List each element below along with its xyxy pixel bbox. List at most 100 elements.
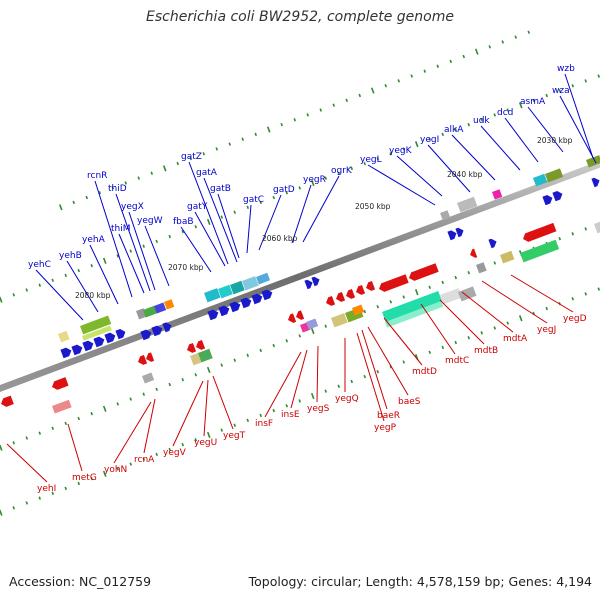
- forward-gene-arrow: [207, 309, 219, 321]
- scale-tick: [545, 93, 549, 98]
- scale-tick: [280, 122, 284, 127]
- scale-tick: [345, 98, 349, 103]
- leader-line: [361, 329, 388, 410]
- scale-tick: [228, 142, 232, 146]
- gene-label-reverse: yegQ: [335, 394, 359, 404]
- feature-block: [58, 330, 70, 343]
- forward-gene-arrow: [60, 347, 72, 359]
- scale-tick: [285, 404, 289, 408]
- scale-tick: [129, 397, 133, 401]
- scale-tick: [124, 181, 128, 185]
- gene-label-reverse: yegS: [307, 404, 330, 414]
- gene-labels: 2030 kbp 2040 kbp 2050 kbp 2060 kbp 2070 kbp…: [28, 64, 587, 494]
- leader-line: [246, 204, 252, 254]
- scale-tick: [90, 477, 94, 481]
- scale-tick: [324, 389, 328, 393]
- gene-label-forward: wza: [552, 86, 570, 96]
- leader-line: [128, 211, 156, 291]
- scale-tick: [102, 470, 107, 477]
- scale-tick: [310, 327, 315, 335]
- gene-label-reverse: yegT: [223, 431, 246, 441]
- accession-text: Accession: NC_012759: [9, 574, 152, 589]
- scale-tick: [414, 289, 419, 296]
- gene-label-reverse: insE: [281, 410, 300, 420]
- scale-tick: [259, 413, 263, 418]
- leader-line: [212, 375, 234, 430]
- leader-line: [89, 244, 119, 305]
- scale-tick: [129, 249, 133, 253]
- forward-gene-arrow: [104, 332, 116, 344]
- scale-tick: [102, 405, 107, 412]
- leader-line: [420, 303, 456, 355]
- scale-tick: [51, 426, 55, 430]
- reverse-gene-arrow: [138, 354, 148, 365]
- scale-tick: [441, 345, 445, 350]
- scale-tick: [162, 165, 167, 172]
- scale-tick: [25, 436, 29, 440]
- scale-tick: [102, 257, 107, 264]
- scale-tick: [98, 191, 102, 195]
- forward-gene-arrow: [71, 344, 83, 356]
- scale-tick: [150, 171, 154, 175]
- scale-tick: [488, 45, 492, 49]
- leader-line: [67, 423, 83, 472]
- scale-tick: [215, 147, 219, 151]
- scale-tick: [518, 102, 523, 109]
- scale-tick: [38, 431, 42, 435]
- scale-tick: [194, 225, 198, 229]
- scale-tick: [358, 93, 362, 98]
- scale-tick: [337, 171, 341, 175]
- scale-tick: [202, 152, 206, 156]
- scale-tick: [402, 147, 406, 151]
- scale-tick: [384, 84, 388, 88]
- scale-tick: [25, 288, 29, 292]
- reverse-gene-arrow: [52, 377, 69, 390]
- feature-block: [197, 348, 213, 363]
- scale-tick: [506, 108, 510, 112]
- scale-tick: [428, 285, 432, 289]
- leader-line: [144, 225, 170, 287]
- scale-tick: [597, 287, 600, 291]
- scale-label: 2030 kbp: [537, 136, 573, 145]
- scale-tick: [545, 306, 549, 311]
- feature-block: [545, 168, 564, 183]
- scale-tick: [571, 84, 575, 88]
- scale-tick: [241, 137, 245, 141]
- scale-tick: [376, 157, 380, 161]
- scale-tick: [298, 399, 302, 403]
- reverse-gene-arrow: [196, 339, 206, 350]
- scale-tick: [181, 377, 185, 382]
- scale-tick: [12, 293, 16, 297]
- reverse-gene-arrow: [346, 288, 356, 299]
- leader-line: [316, 345, 319, 403]
- feature-block: [141, 372, 155, 384]
- leader-line: [188, 161, 229, 265]
- scale-tick: [527, 30, 531, 34]
- scale-tick: [532, 98, 536, 103]
- feature-block: [440, 210, 451, 221]
- scale-tick: [155, 452, 159, 457]
- scale-tick: [189, 156, 193, 161]
- backbone-band: [0, 160, 600, 392]
- gene-label-forward: yegK: [389, 146, 413, 156]
- scale-tick: [506, 321, 510, 325]
- scale-tick: [558, 236, 562, 241]
- feature-block: [230, 280, 245, 295]
- gene-label-reverse: baeR: [377, 411, 400, 421]
- gene-label-forward: gatC: [243, 195, 264, 205]
- map-title: Escherichia coli BW2952, complete genome: [146, 9, 454, 25]
- scale-tick: [246, 205, 250, 210]
- reverse-gene-arrow: [1, 395, 14, 407]
- leader-line: [439, 299, 485, 345]
- feature-block: [458, 286, 477, 302]
- scale-tick: [571, 297, 575, 301]
- feature-block: [593, 220, 600, 234]
- scale-tick: [480, 331, 484, 335]
- forward-gene-arrow: [229, 301, 241, 313]
- scale-tick: [176, 161, 180, 166]
- scale-tick: [0, 296, 3, 303]
- scale-tick: [363, 161, 367, 166]
- scale-tick: [474, 48, 479, 55]
- feature-block: [586, 155, 600, 168]
- scale-tick: [0, 444, 3, 451]
